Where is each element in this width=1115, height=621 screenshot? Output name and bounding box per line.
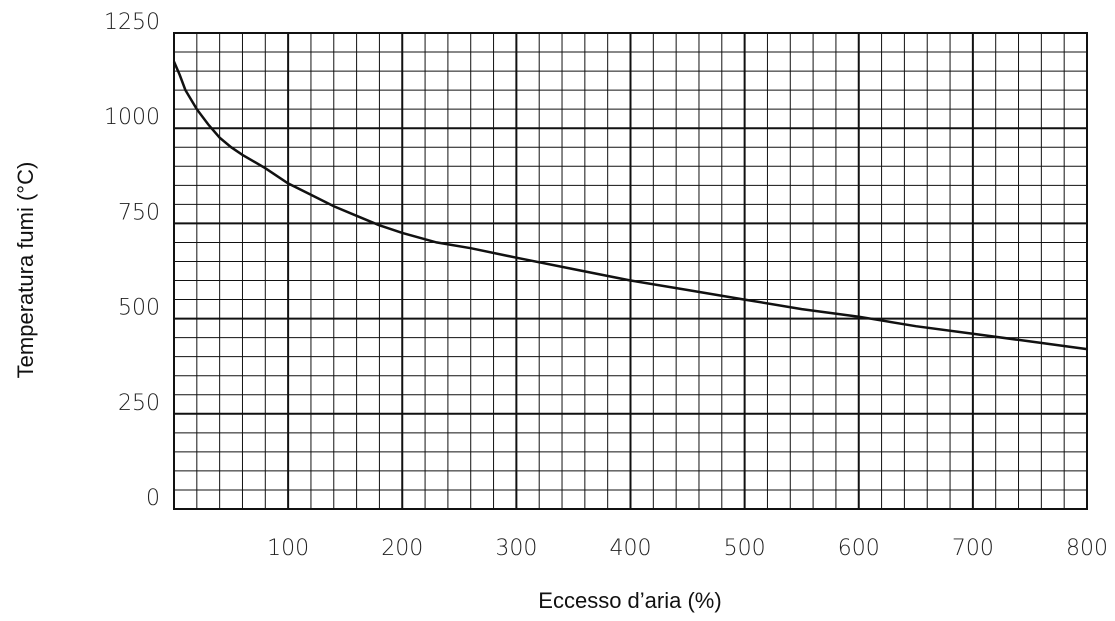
y-tick-label: 500 — [118, 296, 160, 321]
x-tick-label: 600 — [838, 536, 880, 561]
x-tick-label: 100 — [267, 536, 309, 561]
series-line — [172, 61, 1088, 351]
x-tick-labels: 100 200 300 400 500 600 700 800 — [267, 536, 1108, 561]
y-tick-label: 0 — [146, 486, 160, 511]
x-tick-label: 200 — [381, 536, 423, 561]
x-tick-label: 300 — [495, 536, 537, 561]
x-tick-label: 500 — [724, 536, 766, 561]
y-axis-title: Temperatura fumi (°C) — [13, 162, 38, 379]
y-tick-label: 250 — [118, 391, 160, 416]
y-tick-labels: 0 250 500 750 1000 1250 — [104, 10, 160, 511]
y-tick-label: 1000 — [104, 105, 160, 130]
x-axis-title: Eccesso d’aria (%) — [538, 588, 721, 613]
x-tick-label: 800 — [1066, 536, 1108, 561]
x-tick-label: 700 — [952, 536, 994, 561]
grid — [173, 32, 1088, 510]
plot-frame — [173, 32, 1088, 510]
y-tick-label: 1250 — [104, 10, 160, 35]
x-tick-label: 400 — [610, 536, 652, 561]
y-tick-label: 750 — [118, 200, 160, 225]
